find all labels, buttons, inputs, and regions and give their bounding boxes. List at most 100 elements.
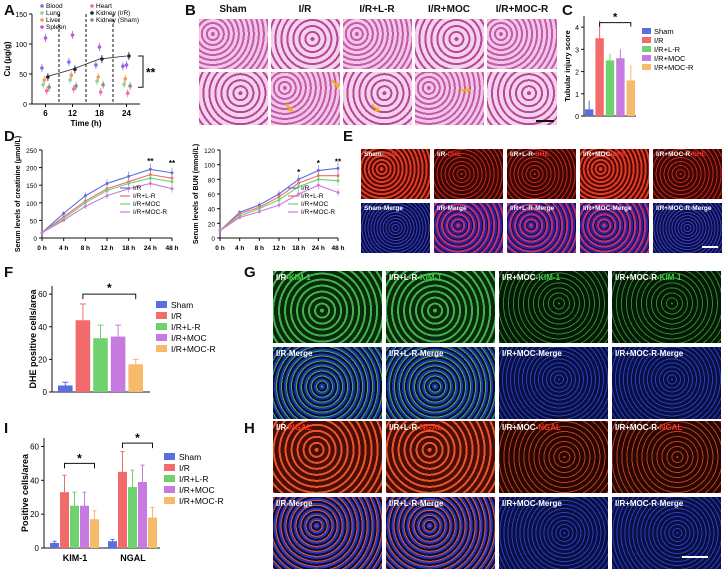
image-label: I/R+MOC-R-Merge (615, 499, 684, 508)
x-tick-label: 18 h (122, 245, 135, 252)
data-point (170, 180, 174, 184)
legend-label: I/R+MOC (654, 54, 686, 63)
panel-h-ngal: I/R-NGAL I/R+L-R-NGAL I/R+MOC-NGAL I/R+MOC-… (272, 420, 727, 570)
data-point (105, 194, 109, 198)
legend-label: I/R+MOC-R (171, 344, 216, 354)
he-image-irmoc-high (414, 71, 485, 126)
panel-letter-a: A (4, 2, 15, 19)
bar (128, 364, 143, 392)
image-label-prefix: I/R- (276, 423, 289, 432)
y-tick-label: 200 (26, 166, 37, 173)
x-tick-label: 18 h (292, 245, 305, 252)
panel-letter-c: C (562, 2, 573, 19)
image-label-stain: NGAL (659, 423, 683, 432)
image-label-prefix: I/R- (276, 273, 289, 282)
legend-marker (40, 4, 44, 8)
image-label: I/R+MOC-Merge (502, 499, 562, 508)
bar (626, 80, 635, 116)
legend-marker (90, 4, 94, 8)
kim1-merge-image-3: I/R+MOC-Merge (498, 346, 609, 420)
x-tick-label: 0 h (215, 245, 224, 252)
panel-b-header-ir: I/R (298, 4, 312, 15)
significance-bracket (138, 55, 144, 88)
x-tick-label: 12 h (100, 245, 113, 252)
data-point (47, 85, 51, 89)
dhe-image-3: I/R+L-R-DHE (506, 148, 577, 200)
data-point (336, 179, 340, 183)
y-axis-label: Serum levels of creatinine (μmol/L) (15, 136, 22, 252)
y-tick-label: 150 (15, 12, 27, 19)
ngal-image-1: I/R-NGAL (272, 420, 383, 494)
legend-label: I/R+MOC (171, 333, 207, 343)
image-label-stain: NGAL (288, 423, 312, 432)
y-tick-label: 20 (30, 510, 39, 519)
y-tick-label: 2 (575, 70, 579, 77)
he-image-irmocr-low (486, 18, 558, 70)
legend-label: I/R+L-R (301, 193, 324, 200)
y-tick-label: 0 (23, 102, 27, 109)
x-tick-label: 8 h (255, 245, 264, 252)
arrow-icon: ➘ (370, 100, 381, 115)
image-label: I/R+L-R-KIM-1 (389, 273, 442, 282)
significance-bracket (64, 462, 95, 469)
y-tick-label: 120 (204, 148, 215, 155)
bar (58, 385, 73, 392)
image-label: I/R+L-R-Merge (510, 205, 555, 212)
bar (128, 487, 137, 548)
panel-letter-g: G (244, 264, 256, 281)
bar (70, 505, 79, 548)
image-label-stain: KIM-1 (659, 273, 682, 282)
legend-swatch (164, 486, 175, 493)
bar (585, 109, 594, 116)
y-tick-label: 60 (38, 290, 47, 299)
dhe-merge-image-5: I/R+MOC-R-Merge (652, 202, 723, 254)
y-tick-label: 20 (38, 355, 47, 364)
data-point (69, 73, 74, 77)
y-tick-label: 1 (575, 92, 579, 99)
image-label: I/R-Merge (437, 205, 467, 212)
image-label-prefix: Sham- (364, 151, 384, 158)
y-tick-label: 40 (38, 323, 47, 332)
legend-label: I/R+L-R (654, 45, 681, 54)
legend-label: I/R (301, 185, 310, 192)
image-label-stain: KIM-1 (419, 273, 442, 282)
he-image-irlr-high (342, 71, 413, 126)
x-tick-label: 24 h (144, 245, 157, 252)
legend-swatch (156, 301, 167, 308)
significance-label: ** (335, 158, 342, 167)
significance-label: ** (147, 157, 154, 166)
y-axis-label: DHE positive cells/area (28, 288, 38, 388)
data-point (121, 64, 125, 68)
panel-e-dhe: Sham-DHE I/R-DHE I/R+L-R-DHE I/R+MOC-DHE I/R… (360, 148, 726, 258)
significance-label: ** (169, 159, 176, 168)
dhe-merge-image-2: I/R-Merge (433, 202, 504, 254)
panel-letter-h: H (244, 420, 255, 437)
data-point (44, 89, 49, 93)
y-tick-label: 50 (19, 72, 27, 79)
image-label-stain: DHE (692, 151, 707, 158)
legend-label: I/R (171, 311, 182, 321)
y-tick-label: 4 (575, 25, 579, 32)
panel-b-header-irmoc: I/R+MOC (428, 4, 470, 15)
y-axis-label: Serum levels of BUN (mmol/L) (193, 144, 200, 244)
image-label: I/R+L-R-Merge (389, 349, 444, 358)
significance-label: * (297, 168, 301, 177)
image-label: I/R+MOC-R-NGAL (615, 423, 682, 432)
ngal-merge-image-4: I/R+MOC-R-Merge (611, 496, 722, 570)
data-point (336, 174, 340, 178)
significance-label: ** (146, 66, 156, 80)
data-point (316, 177, 320, 181)
significance-bracket (122, 442, 153, 449)
legend-label: Liver (46, 17, 61, 24)
data-point (83, 194, 87, 198)
data-point (170, 171, 174, 175)
panel-b-header-irlr: I/R+L-R (359, 4, 395, 15)
x-tick-label: NGAL (120, 553, 146, 563)
ngal-merge-image-2: I/R+L-R-Merge (385, 496, 496, 570)
bar (110, 336, 126, 392)
legend-swatch (642, 55, 651, 61)
data-point (238, 215, 242, 219)
panel-g-kim1: I/R-KIM-1 I/R+L-R-KIM-1 I/R+MOC-KIM-1 I/R+M… (272, 270, 727, 420)
legend-label: I/R+MOC-R (179, 496, 224, 506)
y-tick-label: 150 (26, 183, 37, 190)
